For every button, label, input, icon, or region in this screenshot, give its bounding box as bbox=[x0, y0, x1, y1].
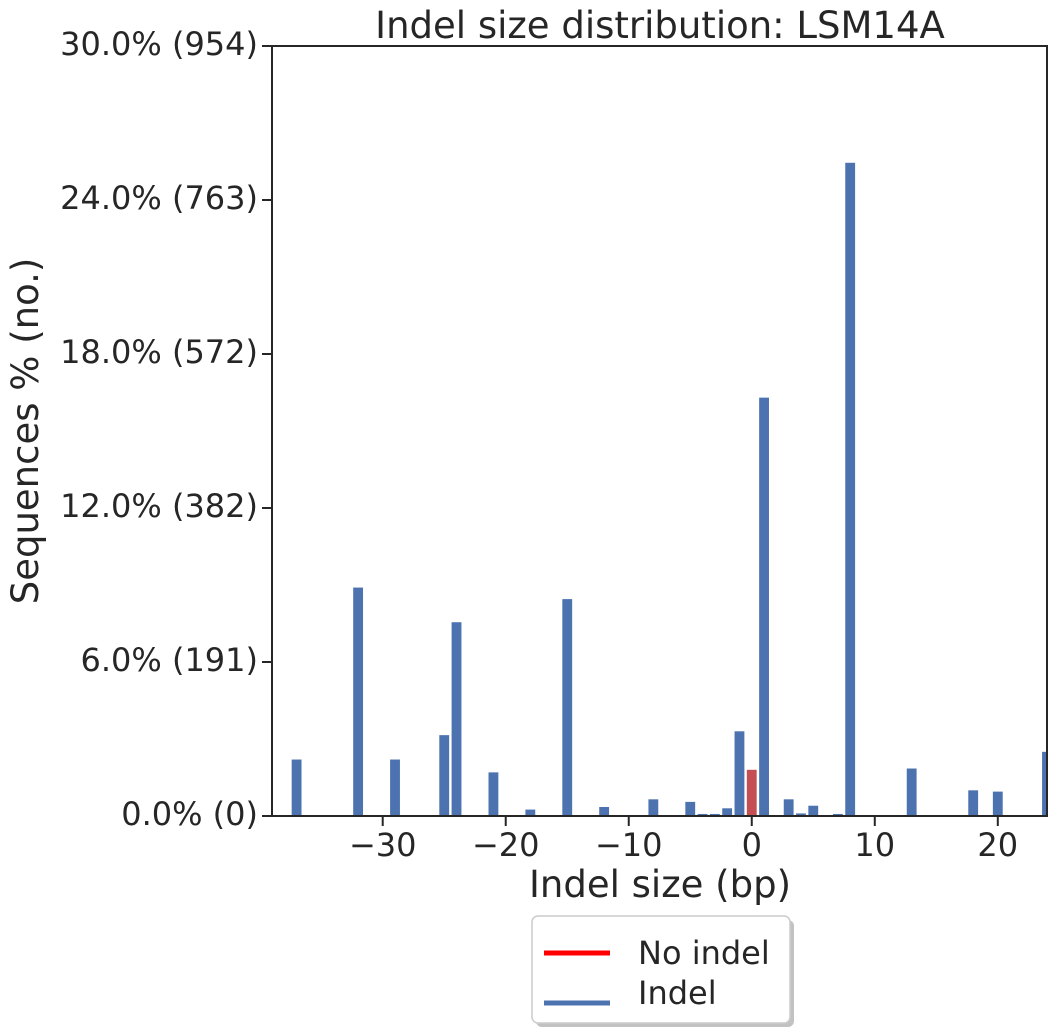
legend-box bbox=[531, 915, 791, 1024]
bar-indel-1 bbox=[759, 397, 769, 816]
bar-indel--8 bbox=[648, 799, 659, 816]
plot-frame bbox=[271, 45, 1048, 817]
bar-indel--21 bbox=[488, 772, 499, 816]
bar-indel-20 bbox=[992, 791, 1003, 816]
y-tick-label: 30.0% (954) bbox=[60, 25, 258, 63]
y-tick-label: 0.0% (0) bbox=[121, 795, 258, 833]
y-axis-label: Sequences % (no.) bbox=[4, 258, 47, 605]
bar-indel--25 bbox=[439, 735, 450, 816]
bar-indel-24 bbox=[1042, 751, 1047, 816]
x-tick-label: −10 bbox=[595, 826, 663, 864]
y-tick-label: 6.0% (191) bbox=[80, 641, 258, 679]
bar-indel--1 bbox=[734, 731, 745, 816]
x-tick-label: −30 bbox=[349, 826, 417, 864]
bar-indel--12 bbox=[599, 807, 610, 816]
bar-indel-13 bbox=[906, 768, 917, 816]
y-axis-ticks: 0.0% (0) 6.0% (191) 12.0% (382) 18.0% (572)… bbox=[60, 25, 272, 833]
legend: No indel Indel bbox=[531, 915, 794, 1027]
x-tick-label: 0 bbox=[742, 826, 762, 864]
bars-group bbox=[291, 162, 1047, 816]
bar-indel--5 bbox=[685, 801, 696, 816]
bar-indel--29 bbox=[390, 759, 400, 816]
y-tick-label: 24.0% (763) bbox=[60, 179, 258, 217]
bar-indel-4 bbox=[796, 813, 806, 816]
x-axis-label: Indel size (bp) bbox=[529, 863, 791, 906]
y-tick-label: 18.0% (572) bbox=[60, 333, 258, 371]
bar-indel--32 bbox=[353, 587, 364, 816]
x-tick-label: 20 bbox=[977, 826, 1018, 864]
x-axis-ticks: −30 −20 −10 0 10 20 bbox=[349, 816, 1018, 864]
bar-indel--4 bbox=[697, 813, 708, 816]
legend-label-indel: Indel bbox=[638, 974, 717, 1012]
bar-indel--24 bbox=[451, 622, 462, 816]
bar-indel-3 bbox=[783, 799, 794, 816]
x-tick-label: −20 bbox=[472, 826, 540, 864]
y-tick-label: 12.0% (382) bbox=[60, 487, 258, 525]
x-tick-label: 10 bbox=[854, 826, 895, 864]
bar-indel-7 bbox=[832, 813, 843, 816]
bar-indel--2 bbox=[722, 808, 733, 816]
bar-indel--3 bbox=[709, 813, 720, 816]
bar-indel--18 bbox=[525, 809, 536, 816]
legend-label-no-indel: No indel bbox=[638, 934, 770, 972]
bar-indel--37 bbox=[291, 759, 302, 816]
bar-no-indel-0 bbox=[746, 769, 757, 816]
bar-indel-5 bbox=[808, 805, 819, 816]
chart-title: Indel size distribution: LSM14A bbox=[375, 4, 945, 47]
bar-indel--15 bbox=[562, 599, 573, 816]
bar-indel-8 bbox=[845, 162, 856, 816]
bar-indel-18 bbox=[968, 790, 979, 816]
